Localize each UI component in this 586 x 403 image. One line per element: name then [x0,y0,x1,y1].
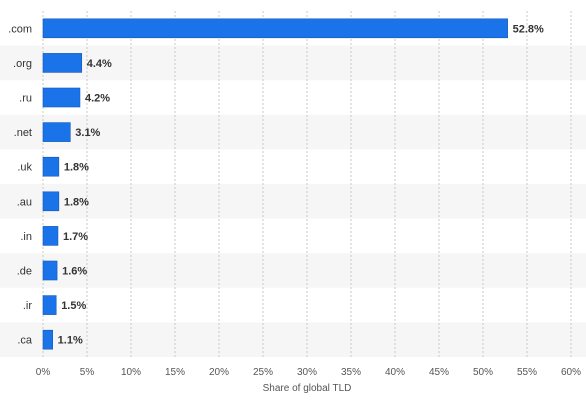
value-label: 1.7% [63,231,88,243]
bar-in [42,226,59,246]
value-label: 1.5% [61,300,86,312]
category-label: .in [20,231,32,243]
value-label: 4.2% [85,93,110,105]
row-band [0,184,586,219]
category-label: .ir [23,300,33,312]
category-label: .de [17,266,32,278]
x-tick-label: 45% [429,367,449,378]
value-label: 1.8% [64,162,89,174]
value-label: 1.8% [64,196,89,208]
x-tick-label: 20% [209,367,229,378]
gridlines [42,11,572,357]
value-label: 52.8% [513,23,544,35]
category-label: .com [8,23,32,35]
x-tick-label: 60% [561,367,581,378]
value-label: 1.1% [58,335,83,347]
bar-au [42,191,60,212]
row-band [0,114,586,150]
value-labels: 52.8% 4.4% 4.2% 3.1% 1.8% 1.8% 1.7% 1.6% 1.5% 1.1… [58,23,544,346]
category-label: .uk [17,162,32,174]
x-axis-title: Share of global TLD [263,383,352,394]
bar-ir [42,295,57,315]
value-label: 3.1% [75,127,100,139]
category-labels: .com .org .ru .net .uk .au .in .de .ir .ca [8,23,33,346]
category-label: .au [17,196,32,208]
bar-org [42,53,83,73]
x-tick-label: 5% [80,367,95,378]
x-axis-ticks: 0% 5% 10% 15% 20% 25% 30% 35% 40% 45% 50% 55% 60% [36,367,581,378]
x-tick-label: 50% [473,367,493,378]
value-label: 1.6% [62,266,87,278]
bars [42,18,508,350]
row-band [0,322,586,357]
x-tick-label: 10% [121,367,141,378]
x-tick-label: 30% [297,367,317,378]
x-tick-label: 40% [385,367,405,378]
bar-net [42,122,71,142]
row-bands [0,45,586,357]
bar-uk [42,156,60,177]
category-label: .net [14,127,32,139]
category-label: .ru [19,93,32,105]
bar-com [42,18,508,39]
x-tick-label: 35% [341,367,361,378]
bar-de [42,260,58,281]
bar-ru [42,87,81,108]
bar-ca [42,329,53,350]
x-tick-label: 25% [253,367,273,378]
x-tick-label: 15% [165,367,185,378]
value-label: 4.4% [87,58,112,70]
category-label: .org [13,58,32,70]
x-tick-label: 55% [517,367,537,378]
row-band [0,45,586,81]
x-tick-label: 0% [36,367,51,378]
row-band [0,253,586,288]
category-label: .ca [17,335,33,347]
